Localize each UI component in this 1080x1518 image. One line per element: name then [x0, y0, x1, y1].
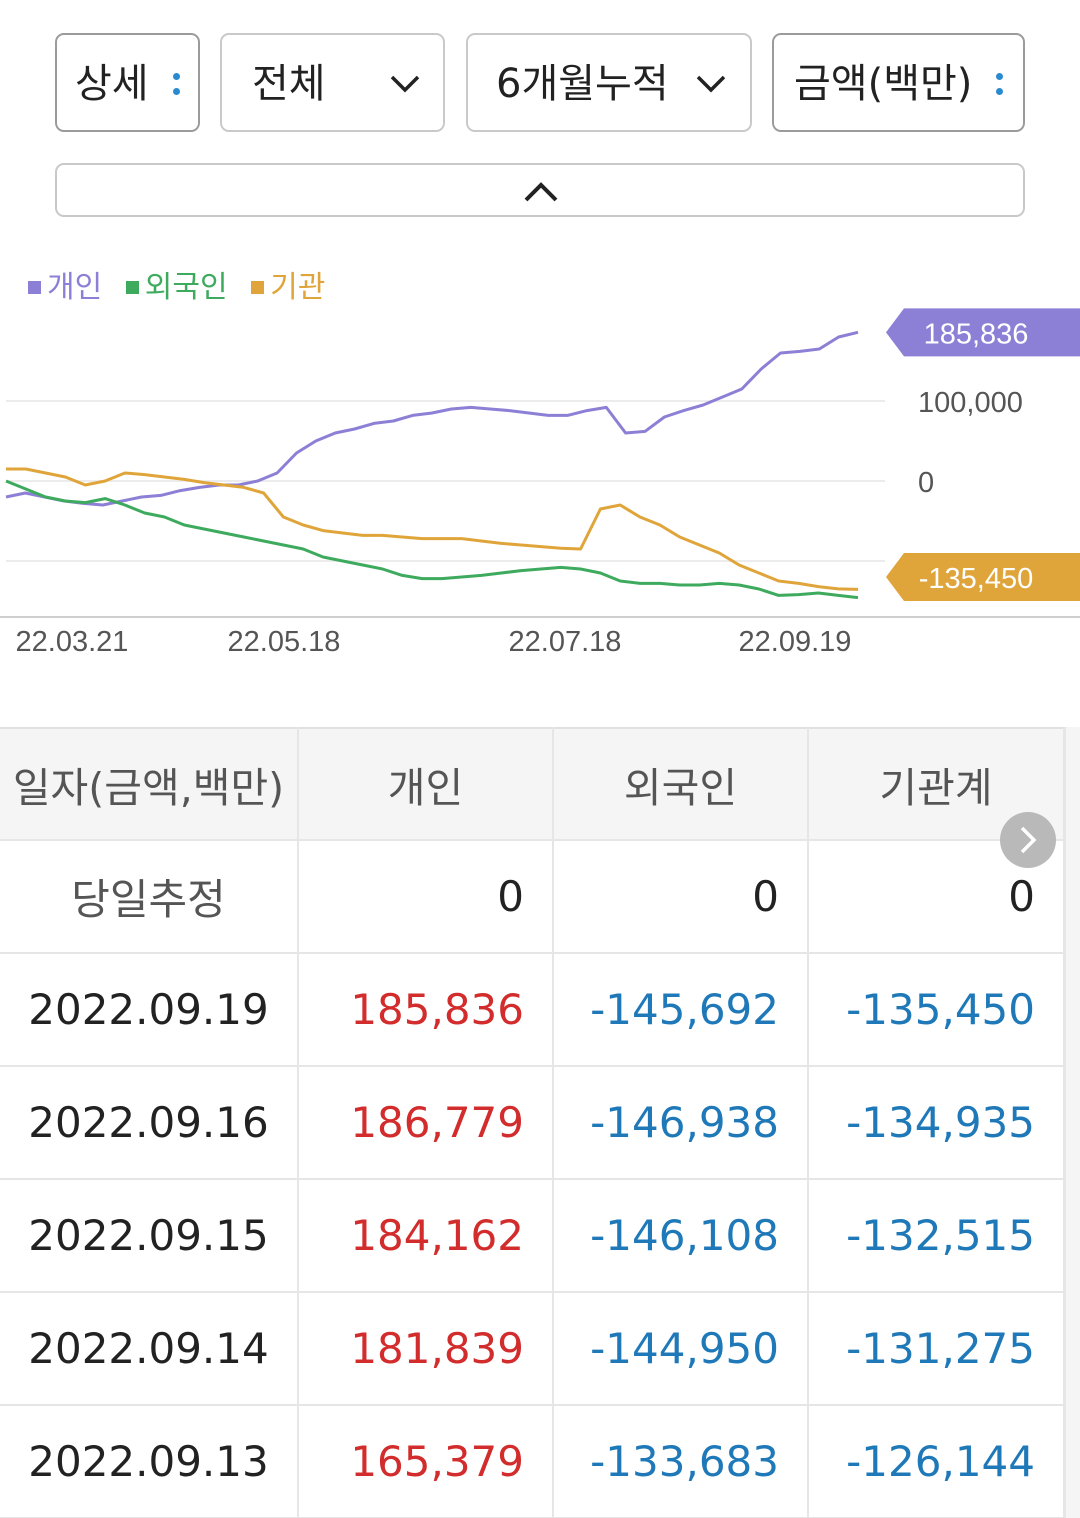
table-row: 2022.09.13 165,379 -133,683 -126,144 — [0, 1405, 1065, 1518]
x-tick-label: 22.05.18 — [228, 626, 341, 658]
chevron-right-icon — [1020, 826, 1037, 854]
table-row: 2022.09.14 181,839 -144,950 -131,275 — [0, 1292, 1065, 1406]
callout-badge — [886, 553, 1080, 601]
callout-badge — [886, 308, 1080, 357]
callout-label: 185,836 — [924, 318, 1029, 350]
series-line-0 — [5, 330, 859, 507]
cell-individual: 181,839 — [298, 1292, 554, 1406]
cell-institution: 0 — [808, 840, 1065, 954]
x-tick-label: 22.03.21 — [16, 626, 129, 658]
legend-label: 외국인 — [144, 270, 228, 305]
cell-foreign: -145,692 — [553, 953, 809, 1067]
header-individual: 개인 — [298, 727, 554, 841]
x-tick-label: 22.07.18 — [509, 626, 622, 658]
legend-swatch — [251, 281, 265, 294]
table-next-button[interactable] — [1000, 812, 1056, 868]
cell-date: 2022.09.15 — [0, 1179, 299, 1293]
table-row: 2022.09.19 185,836 -145,692 -135,450 — [0, 953, 1065, 1067]
vertical-dots-icon — [173, 73, 181, 103]
cell-date: 2022.09.14 — [0, 1292, 299, 1406]
legend-label: 개인 — [47, 270, 103, 305]
header-foreign: 외국인 — [553, 727, 809, 841]
chevron-up-icon — [524, 182, 558, 202]
market-select[interactable]: 전체 — [220, 33, 445, 132]
table-row: 2022.09.15 184,162 -146,108 -132,515 — [0, 1179, 1065, 1293]
y-tick-label: 0 — [918, 467, 934, 499]
cell-foreign: -144,950 — [553, 1292, 809, 1406]
cell-institution: -134,935 — [808, 1066, 1065, 1180]
chevron-down-icon — [696, 75, 726, 93]
investor-table: 일자(금액,백만) 개인 외국인 기관계 당일추정 0 0 0 2022.09.… — [0, 727, 1080, 1518]
cell-date: 2022.09.16 — [0, 1066, 299, 1180]
cell-individual: 184,162 — [298, 1179, 554, 1293]
period-select[interactable]: 6개월누적 — [466, 33, 752, 132]
callout-label: -135,450 — [919, 563, 1034, 595]
cell-institution: -126,144 — [808, 1405, 1065, 1518]
chart-legend: 개인 외국인 기관 — [28, 262, 339, 306]
collapse-chart-button[interactable] — [55, 163, 1025, 217]
cell-institution: -135,450 — [808, 953, 1065, 1067]
cell-institution: -132,515 — [808, 1179, 1065, 1293]
legend-swatch — [28, 281, 41, 294]
cell-individual: 185,836 — [298, 953, 554, 1067]
legend-label: 기관 — [270, 270, 326, 305]
header-institution: 기관계 — [808, 727, 1065, 841]
series-line-1 — [5, 479, 859, 600]
investor-trend-chart: 100,000 0 185,836 -135,450 22.03.21 22.05.18 2… — [0, 308, 1080, 658]
cell-foreign: 0 — [553, 840, 809, 954]
period-select-label: 6개월누적 — [496, 61, 669, 107]
cell-date: 당일추정 — [0, 840, 299, 954]
legend-item-foreign: 외국인 — [125, 262, 228, 306]
cell-foreign: -133,683 — [553, 1405, 809, 1518]
cell-individual: 165,379 — [298, 1405, 554, 1518]
cell-foreign: -146,938 — [553, 1066, 809, 1180]
cell-foreign: -146,108 — [553, 1179, 809, 1293]
series-line-2 — [6, 467, 859, 591]
table-scroll-edge — [1064, 727, 1080, 1518]
market-select-label: 전체 — [252, 61, 326, 107]
view-select[interactable]: 상세 — [55, 33, 200, 132]
table-header-row: 일자(금액,백만) 개인 외국인 기관계 — [0, 727, 1065, 841]
table-row: 2022.09.16 186,779 -146,938 -134,935 — [0, 1066, 1065, 1180]
legend-swatch — [125, 281, 139, 294]
y-tick-label: 100,000 — [918, 387, 1023, 419]
cell-individual: 0 — [298, 840, 554, 954]
cell-date: 2022.09.13 — [0, 1405, 299, 1518]
legend-item-individual: 개인 — [28, 262, 102, 306]
unit-select-label: 금액(백만) — [794, 61, 973, 107]
vertical-dots-icon — [996, 73, 1004, 103]
table-row: 당일추정 0 0 0 — [0, 840, 1065, 954]
x-tick-label: 22.09.19 — [739, 626, 852, 658]
cell-individual: 186,779 — [298, 1066, 554, 1180]
view-select-label: 상세 — [75, 61, 149, 107]
header-date: 일자(금액,백만) — [0, 727, 299, 841]
cell-institution: -131,275 — [808, 1292, 1065, 1406]
filter-bar: 상세 전체 6개월누적 금액(백만) — [0, 0, 1080, 150]
unit-select[interactable]: 금액(백만) — [772, 33, 1025, 132]
chevron-down-icon — [390, 75, 420, 93]
cell-date: 2022.09.19 — [0, 953, 299, 1067]
legend-item-institution: 기관 — [251, 262, 325, 306]
